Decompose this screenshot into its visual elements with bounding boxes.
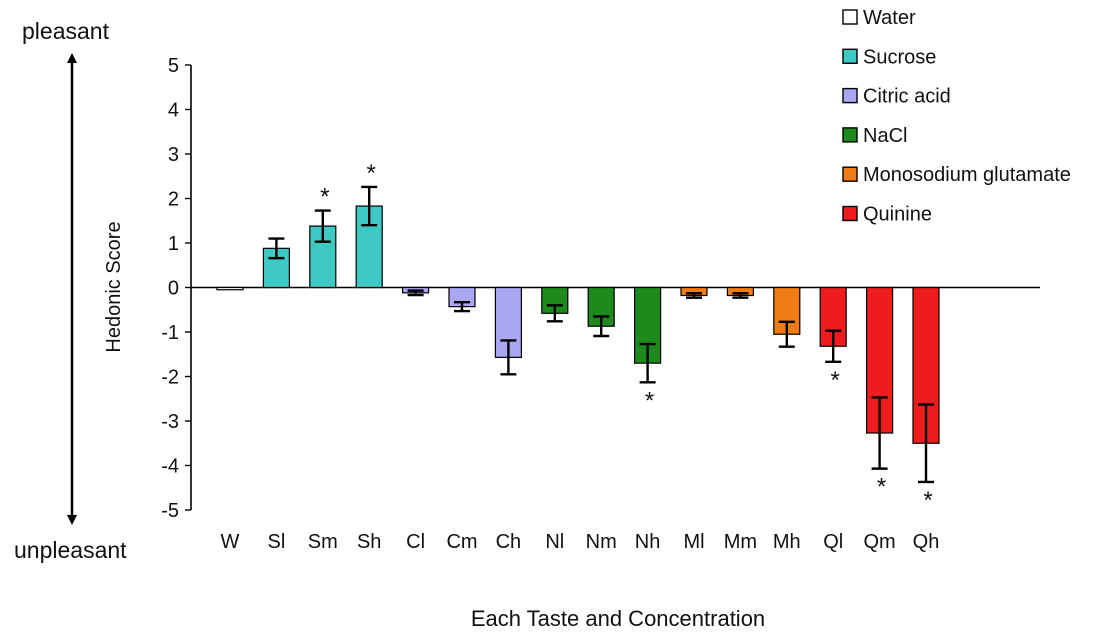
- x-tick-label-Mh: Mh: [773, 531, 801, 553]
- legend-label: Monosodium glutamate: [863, 164, 1071, 186]
- legend-label: Quinine: [863, 204, 932, 226]
- legend: Water Sucrose Citric acid NaCl Monosodium gl…: [842, 7, 1071, 226]
- legend-swatch: [842, 87, 858, 104]
- x-tick-label-Nh: Nh: [635, 531, 661, 553]
- x-tick-label-Sm: Sm: [308, 531, 338, 553]
- legend-swatch: [842, 9, 858, 25]
- y-tick-label: 2: [168, 189, 179, 211]
- y-tick-label: 5: [168, 55, 179, 77]
- x-tick-label-Nm: Nm: [586, 531, 617, 553]
- y-tick-label: -3: [161, 411, 179, 433]
- legend-label: Citric acid: [863, 86, 951, 108]
- bar-series: * * * * * *: [216, 160, 940, 514]
- y-tick-label: -4: [161, 456, 179, 478]
- x-tick-label-Ml: Ml: [683, 531, 704, 553]
- significance-star-Sm: *: [320, 184, 329, 211]
- y-tick-label: 1: [168, 233, 179, 255]
- unpleasant-label: unpleasant: [14, 537, 127, 563]
- significance-star-Nh: *: [645, 387, 654, 414]
- y-tick-label: -1: [161, 322, 179, 344]
- x-tick-label-Cl: Cl: [406, 531, 425, 553]
- x-tick-label-Ch: Ch: [496, 531, 522, 553]
- significance-star-Qm: *: [877, 474, 886, 501]
- x-tick-label-Ql: Ql: [823, 531, 843, 553]
- legend-label: NaCl: [863, 125, 907, 147]
- x-tick-label-Qm: Qm: [863, 531, 895, 553]
- y-axis-label: Hedonic Score: [103, 221, 125, 352]
- y-tick-label: 4: [168, 100, 179, 122]
- x-tick-label-Mm: Mm: [724, 531, 757, 553]
- y-tick-label: 0: [168, 278, 179, 300]
- x-tick-label-W: W: [221, 531, 240, 553]
- legend-label: Sucrose: [863, 46, 936, 68]
- legend-swatch: [842, 127, 858, 143]
- legend-swatch: [842, 166, 858, 182]
- significance-star-Sh: *: [367, 160, 376, 187]
- legend-label: Water: [863, 7, 916, 29]
- legend-swatch: [842, 205, 858, 222]
- x-tick-label-Nl: Nl: [545, 531, 564, 553]
- y-tick-label: 3: [168, 144, 179, 166]
- significance-star-Qh: *: [923, 487, 932, 514]
- legend-swatch: [842, 48, 858, 64]
- y-tick-label: -2: [161, 367, 179, 389]
- bar-W: [216, 286, 244, 291]
- y-tick-label: -5: [161, 500, 179, 522]
- x-tick-label-Cm: Cm: [446, 531, 477, 553]
- x-tick-label-Sl: Sl: [268, 531, 286, 553]
- x-axis-label: Each Taste and Concentration: [471, 606, 765, 631]
- x-tick-label-Sh: Sh: [357, 531, 381, 553]
- significance-star-Ql: *: [831, 367, 840, 394]
- x-tick-labels: W Sl Sm Sh Cl Cm Ch Nl Nm Nh Ml Mm Mh Ql Qm Qh: [221, 531, 940, 553]
- x-tick-label-Qh: Qh: [913, 531, 940, 553]
- pleasant-label: pleasant: [22, 18, 110, 44]
